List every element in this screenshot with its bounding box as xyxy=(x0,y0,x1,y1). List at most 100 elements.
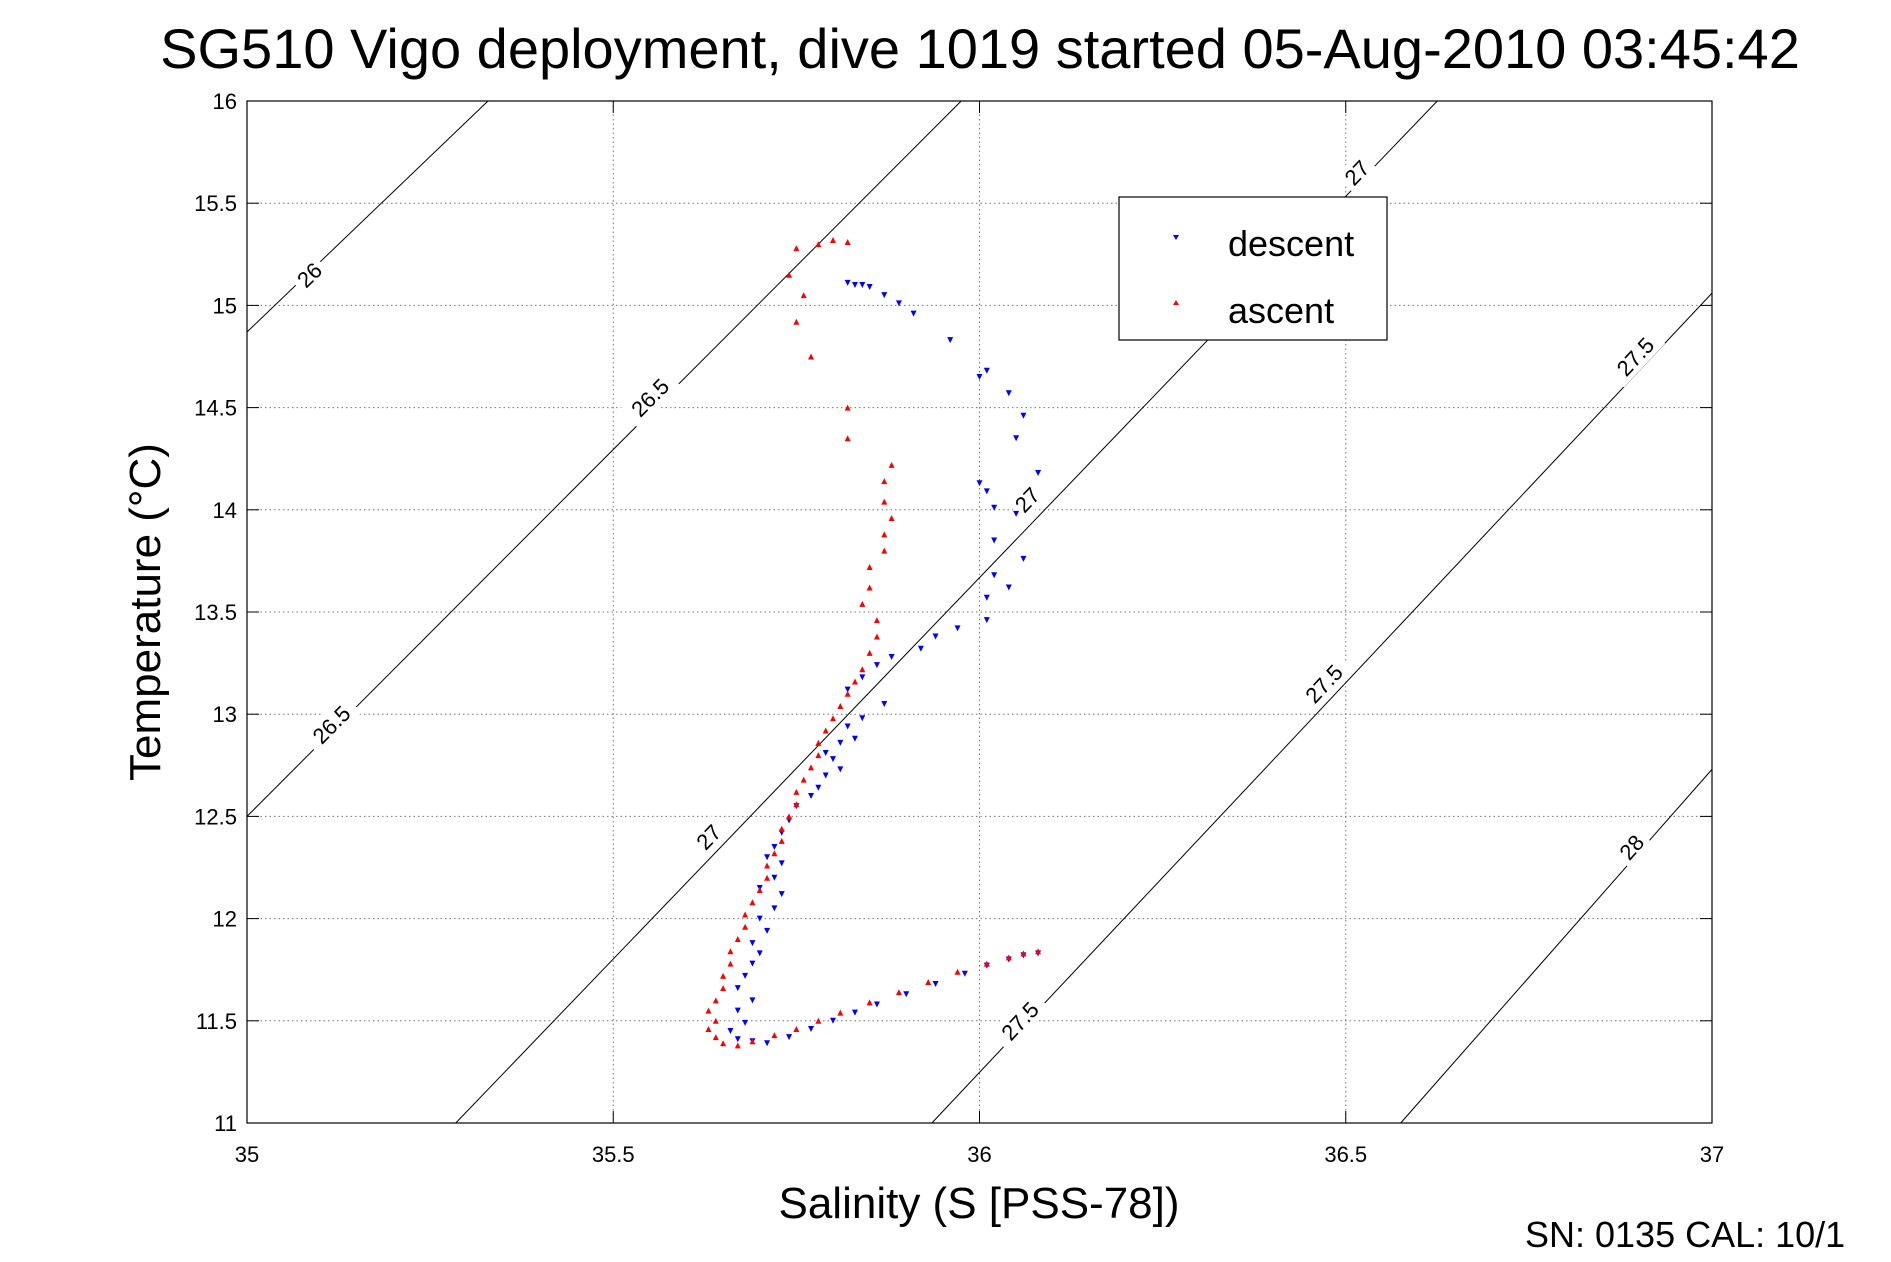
descent-point xyxy=(983,617,990,624)
ascent-point xyxy=(793,245,800,252)
ascent-point xyxy=(793,788,800,795)
descent-point xyxy=(991,572,998,579)
descent-point xyxy=(947,337,954,344)
ascent-point xyxy=(808,764,815,771)
ascent-point xyxy=(1035,948,1042,955)
y-tick-label: 12 xyxy=(213,907,237,932)
ascent-point xyxy=(749,899,756,906)
descent-point xyxy=(808,792,815,799)
ascent-point xyxy=(815,241,822,248)
ascent-point xyxy=(771,1032,778,1039)
descent-point xyxy=(903,991,910,998)
ascent-point xyxy=(837,1009,844,1016)
ascent-point xyxy=(881,478,888,485)
ascent-point xyxy=(866,584,873,591)
ascent-point xyxy=(888,461,895,468)
ascent-point xyxy=(720,972,727,979)
contour-label-bg xyxy=(287,253,331,296)
descent-point xyxy=(888,653,895,660)
ascent-point xyxy=(895,989,902,996)
ascent-point xyxy=(800,776,807,783)
contour-label-bg xyxy=(989,990,1050,1052)
descent-point xyxy=(895,300,902,307)
descent-point xyxy=(851,281,858,288)
descent-point xyxy=(764,1040,771,1047)
descent-point xyxy=(734,1007,741,1014)
y-tick-label: 11.5 xyxy=(196,1009,237,1034)
descent-point xyxy=(837,766,844,773)
grid-lines xyxy=(247,101,1712,1123)
descent-point xyxy=(727,1028,734,1035)
descent-point xyxy=(742,972,749,979)
ascent-point xyxy=(925,978,932,985)
descent-point xyxy=(1013,435,1020,442)
ascent-point xyxy=(720,1040,727,1047)
contour-label-bg xyxy=(687,815,730,859)
ascent-point xyxy=(844,404,851,411)
ascent-point xyxy=(734,1042,741,1049)
descent-point xyxy=(932,633,939,640)
ascent-point xyxy=(720,985,727,992)
ascent-point xyxy=(830,236,836,243)
y-tick-label: 14.5 xyxy=(194,396,237,421)
descent-point xyxy=(742,1019,749,1026)
ascent-point xyxy=(778,825,785,832)
legend-ascent-label: ascent xyxy=(1228,290,1334,331)
x-tick-label: 35 xyxy=(235,1142,259,1167)
descent-point xyxy=(983,488,990,495)
descent-point xyxy=(991,537,998,544)
descent-point xyxy=(844,723,851,730)
y-tick-label: 14 xyxy=(213,498,237,523)
descent-point xyxy=(983,367,990,374)
ascent-point xyxy=(837,703,844,710)
descent-point xyxy=(1020,412,1027,419)
descent-point xyxy=(1020,555,1027,562)
ascent-point xyxy=(954,968,961,975)
contour-label-bg xyxy=(1610,825,1653,869)
contour-line xyxy=(246,100,489,333)
contour-label-bg xyxy=(1293,652,1354,715)
y-tick-label: 16 xyxy=(213,89,237,114)
contour-label-bg xyxy=(300,694,362,755)
ascent-point xyxy=(764,874,771,881)
descent-point xyxy=(837,739,844,746)
ascent-point xyxy=(749,1038,756,1045)
y-tick-label: 11 xyxy=(214,1111,237,1136)
ascent-point xyxy=(793,801,800,808)
descent-point xyxy=(881,292,888,299)
y-tick-label: 12.5 xyxy=(194,804,237,829)
descent-point xyxy=(1035,470,1042,477)
ascent-point xyxy=(866,999,873,1006)
legend: descent ascent xyxy=(1118,196,1388,341)
descent-point xyxy=(1013,510,1020,517)
ascent-point xyxy=(786,271,793,278)
descent-point xyxy=(961,970,968,977)
descent-point xyxy=(756,915,763,922)
ascent-point xyxy=(764,862,771,869)
descent-point xyxy=(764,927,771,934)
ascent-point xyxy=(800,292,807,299)
ascent-point xyxy=(756,886,763,893)
descent-point xyxy=(771,844,778,851)
x-axis-label: Salinity (S [PSS-78]) xyxy=(778,1179,1179,1228)
descent-point xyxy=(881,700,888,707)
descent-point xyxy=(778,860,785,867)
ascent-point xyxy=(705,1025,712,1032)
ascent-point xyxy=(866,564,873,571)
descent-point xyxy=(976,373,983,380)
contour-line xyxy=(246,100,962,817)
ascent-point xyxy=(705,1007,712,1014)
data-points xyxy=(705,236,1042,1049)
descent-point xyxy=(822,750,829,757)
descent-point xyxy=(851,735,858,742)
ascent-point xyxy=(742,923,749,930)
chart-title: SG510 Vigo deployment, dive 1019 started… xyxy=(160,17,1800,80)
ascent-point xyxy=(844,239,851,246)
contour-line xyxy=(1400,769,1713,1124)
y-tick-label: 13 xyxy=(213,702,237,727)
ascent-point xyxy=(786,813,793,820)
x-tick-label: 36.5 xyxy=(1324,1142,1367,1167)
legend-descent-label: descent xyxy=(1228,223,1354,264)
